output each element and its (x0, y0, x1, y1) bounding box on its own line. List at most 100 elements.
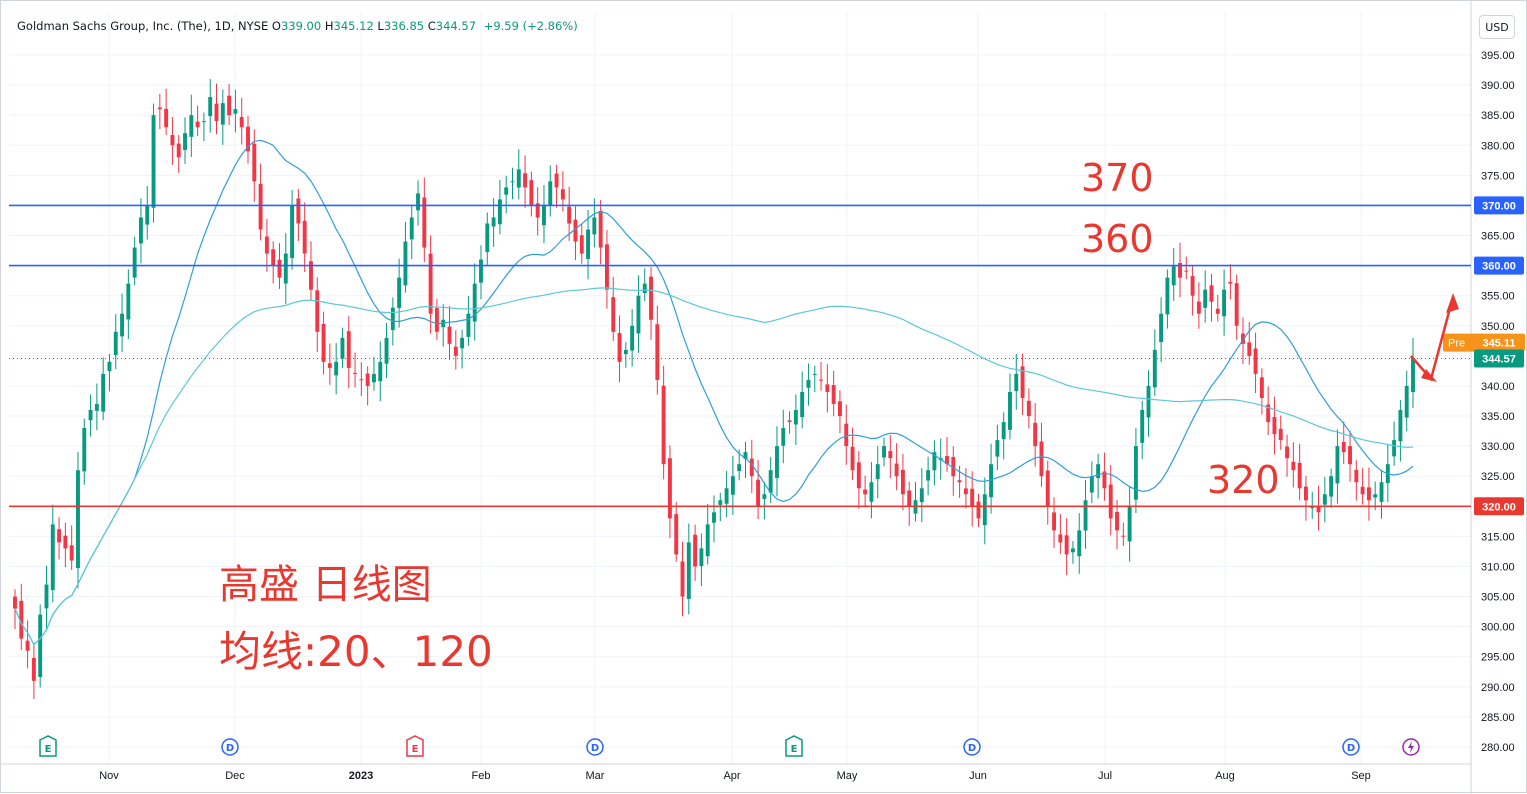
level-tag-320.00: 320.00 (1474, 497, 1524, 516)
candle (1291, 442, 1296, 488)
y-tick-label: 375.00 (1481, 170, 1515, 182)
x-tick-label: Dec (225, 770, 245, 782)
candle (252, 129, 257, 202)
candle (1196, 282, 1201, 329)
candle (617, 315, 622, 383)
candle (1322, 476, 1327, 523)
svg-text:D: D (968, 743, 976, 754)
candle (756, 460, 761, 519)
x-tick-label: Sep (1351, 770, 1371, 782)
lightning-icon[interactable] (1402, 738, 1420, 756)
candle (1115, 499, 1119, 550)
candle (422, 177, 427, 263)
svg-text:320.00: 320.00 (1482, 501, 1516, 513)
change-value: +9.59 (+2.86%) (483, 19, 578, 33)
candle (913, 482, 918, 522)
earnings-icon[interactable]: E (39, 735, 57, 757)
candle (315, 277, 320, 353)
candle (642, 268, 647, 302)
candle (19, 583, 24, 651)
candle (497, 180, 502, 235)
arrow-annotation (1410, 293, 1459, 382)
candle (428, 235, 433, 334)
candle (1316, 485, 1321, 531)
svg-text:360.00: 360.00 (1482, 261, 1516, 273)
candle (378, 341, 383, 402)
candle (724, 471, 729, 518)
candle (1203, 270, 1208, 323)
ma120-line (14, 287, 1414, 646)
x-tick-label: Apr (723, 770, 740, 782)
candle (151, 103, 156, 223)
candle (743, 441, 748, 478)
x-tick-label: Nov (99, 770, 119, 782)
y-tick-label: 335.00 (1481, 411, 1515, 423)
candle (800, 371, 805, 429)
candle (479, 245, 483, 300)
y-tick-label: 295.00 (1481, 652, 1515, 664)
candle (1379, 469, 1384, 519)
candle (290, 190, 295, 270)
candle (120, 293, 125, 352)
candle (233, 89, 238, 133)
candle (1121, 522, 1126, 546)
candle (82, 418, 87, 485)
dividend-icon[interactable]: D (221, 738, 239, 756)
candle (825, 364, 830, 413)
candle (1033, 403, 1038, 467)
candle (76, 451, 80, 589)
candle (132, 236, 137, 286)
candle (1026, 388, 1031, 429)
candle (819, 362, 824, 391)
y-tick-label: 365.00 (1481, 231, 1515, 243)
x-tick-label: May (837, 770, 858, 782)
candle (1285, 434, 1290, 477)
candle (976, 493, 981, 527)
level-tag-360.00: 360.00 (1474, 256, 1524, 275)
earnings-icon[interactable]: E (785, 735, 803, 757)
candle (327, 343, 332, 385)
earnings-icon[interactable]: E (406, 735, 424, 757)
candle (1303, 475, 1308, 521)
candle (1077, 513, 1082, 574)
candle (1108, 464, 1113, 536)
candle (623, 342, 628, 368)
candle (239, 97, 244, 145)
candle (1341, 421, 1346, 464)
candle (1297, 443, 1302, 501)
svg-text:Pre: Pre (1448, 338, 1465, 350)
candle (302, 202, 307, 272)
candle (346, 316, 351, 389)
low-label: L (377, 19, 384, 33)
svg-text:E: E (412, 744, 419, 755)
candle (441, 304, 446, 347)
candle (768, 457, 773, 503)
symbol-name[interactable]: Goldman Sachs Group, Inc. (The), 1D, NYS… (17, 19, 269, 33)
currency-button[interactable]: USD (1479, 15, 1515, 39)
dividend-icon[interactable]: D (586, 738, 604, 756)
dividend-icon[interactable]: D (963, 738, 981, 756)
candle (1373, 481, 1378, 511)
candle (1140, 400, 1145, 460)
candle (145, 185, 150, 240)
candle (667, 445, 672, 539)
close-label: C (427, 19, 436, 33)
dividend-icon[interactable]: D (1342, 738, 1360, 756)
candle (164, 88, 169, 136)
candle (882, 437, 886, 467)
x-tick-label: Feb (472, 770, 491, 782)
candle (674, 501, 679, 562)
svg-text:E: E (45, 744, 52, 755)
candle (1310, 491, 1315, 519)
svg-text:D: D (1347, 743, 1355, 754)
candle (1070, 540, 1075, 564)
candle (919, 468, 924, 523)
candle (1152, 329, 1157, 396)
svg-text:344.57: 344.57 (1482, 353, 1516, 365)
candle (189, 94, 194, 157)
candle (712, 495, 716, 543)
candle (900, 453, 905, 511)
candle (472, 263, 477, 341)
candle (831, 370, 836, 417)
